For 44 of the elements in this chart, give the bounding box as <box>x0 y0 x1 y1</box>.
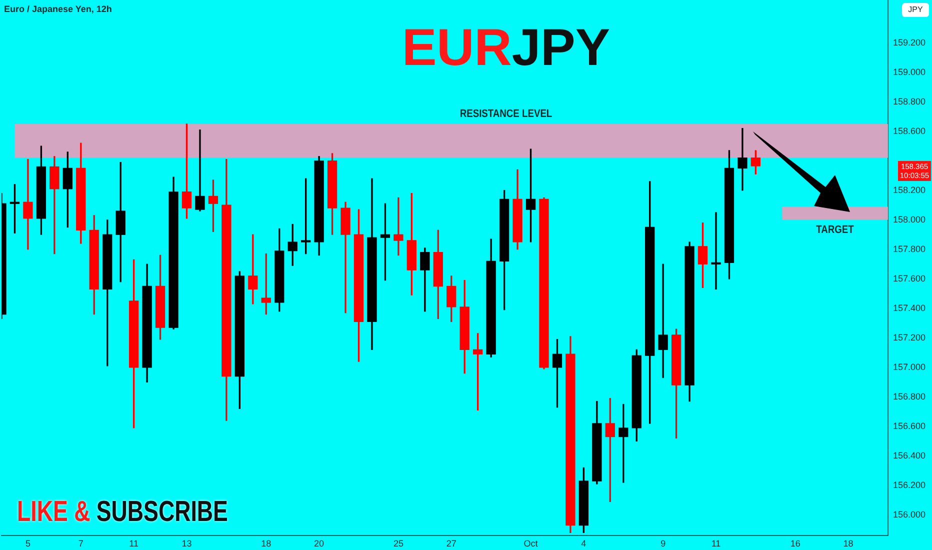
y-tick-label: 159.000 <box>893 66 926 77</box>
y-tick-label: 157.000 <box>893 362 926 372</box>
y-tick-label: 156.800 <box>893 391 926 402</box>
x-tick-label: 5 <box>25 538 30 548</box>
y-tick-label: 157.800 <box>893 244 926 254</box>
x-tick-label: 27 <box>446 538 456 548</box>
y-tick-label: 156.000 <box>893 509 926 520</box>
x-tick-label: 18 <box>843 538 854 548</box>
y-tick-label: 157.600 <box>893 273 926 284</box>
band-label: TARGET <box>816 224 854 236</box>
y-tick-label: 157.400 <box>893 302 926 313</box>
x-tick-label: 7 <box>78 538 84 548</box>
x-tick-label: 4 <box>581 538 586 548</box>
candlestick <box>658 264 668 378</box>
x-tick-label: 11 <box>129 538 138 548</box>
band-label: RESISTANCE LEVEL <box>460 108 552 120</box>
candlestick <box>50 156 60 254</box>
x-tick-label: 25 <box>393 538 404 548</box>
y-tick-label: 157.200 <box>893 332 926 342</box>
candlestick <box>195 130 205 212</box>
x-tick-label: 11 <box>711 538 721 548</box>
y-tick-label: 156.200 <box>893 480 926 490</box>
y-tick-label: 159.200 <box>893 37 926 48</box>
y-tick-label: 158.600 <box>893 126 926 136</box>
x-tick-label: 20 <box>314 538 324 548</box>
x-tick-label: 9 <box>660 538 666 548</box>
candlestick <box>394 197 404 256</box>
candlestick <box>340 202 350 314</box>
candlestick <box>738 128 748 191</box>
y-tick-label: 158.000 <box>893 214 926 224</box>
y-tick-label: 156.400 <box>893 450 926 460</box>
x-tick-label: 13 <box>182 538 192 548</box>
chart-title: EURJPY <box>402 19 610 77</box>
annotation: LIKE & SUBSCRIBE <box>17 496 228 528</box>
x-tick-label: 16 <box>790 538 800 548</box>
x-tick-label: 18 <box>261 538 272 548</box>
y-axis-title: JPY <box>902 3 929 17</box>
text: Euro / Japanese Yen, 12h <box>4 4 112 15</box>
candlestick <box>711 212 721 290</box>
y-tick-label: 158.800 <box>893 96 926 106</box>
candlestick <box>23 159 33 250</box>
x-tick-label: Oct <box>524 538 538 548</box>
y-tick-label: 156.600 <box>893 420 926 431</box>
y-tick-label: 158.200 <box>893 184 926 195</box>
